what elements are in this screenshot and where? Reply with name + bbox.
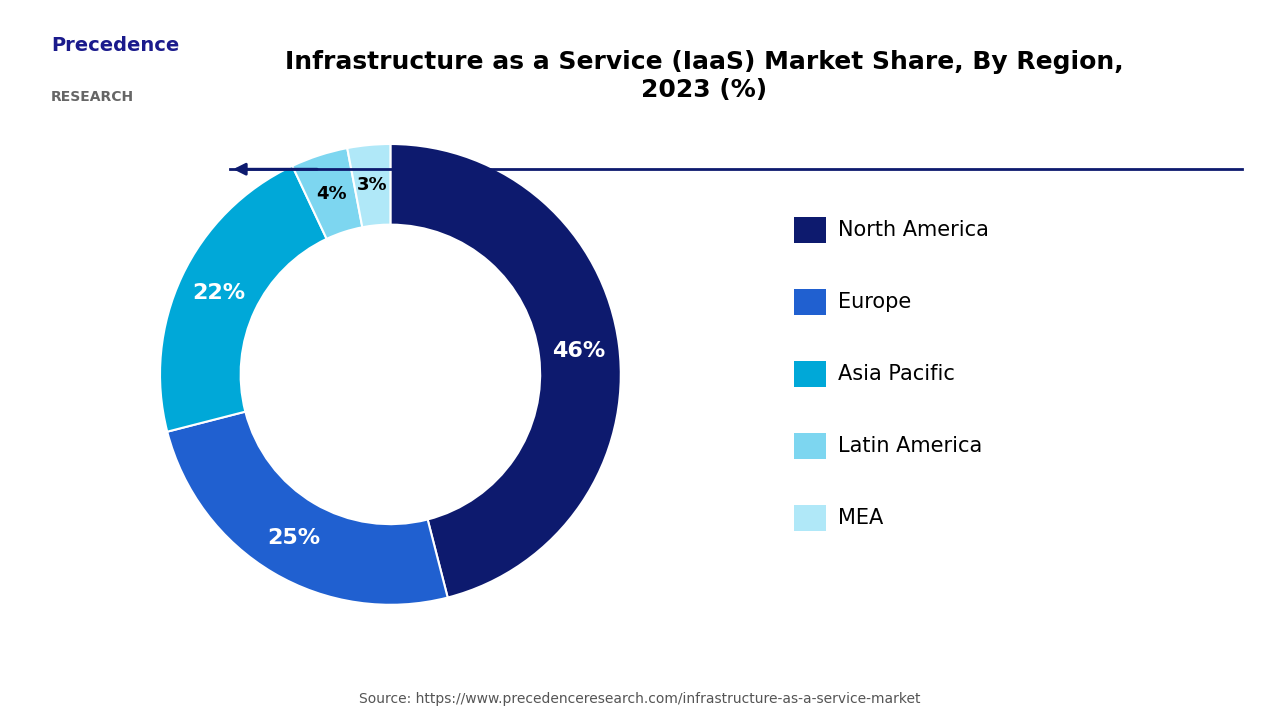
Text: Asia Pacific: Asia Pacific	[838, 364, 955, 384]
Wedge shape	[347, 144, 390, 228]
Wedge shape	[390, 144, 621, 598]
Wedge shape	[292, 148, 362, 239]
Text: North America: North America	[838, 220, 989, 240]
Text: 3%: 3%	[357, 176, 388, 194]
Text: Europe: Europe	[838, 292, 911, 312]
Text: Infrastructure as a Service (IaaS) Market Share, By Region,
2023 (%): Infrastructure as a Service (IaaS) Marke…	[284, 50, 1124, 102]
Text: Precedence: Precedence	[51, 36, 179, 55]
Text: 4%: 4%	[316, 184, 347, 202]
Text: Latin America: Latin America	[838, 436, 983, 456]
Text: 46%: 46%	[553, 341, 605, 361]
Text: 22%: 22%	[192, 284, 244, 303]
Text: 25%: 25%	[268, 528, 320, 548]
Wedge shape	[168, 412, 448, 605]
Text: Source: https://www.precedenceresearch.com/infrastructure-as-a-service-market: Source: https://www.precedenceresearch.c…	[360, 692, 920, 706]
Text: RESEARCH: RESEARCH	[51, 90, 134, 104]
Wedge shape	[160, 166, 326, 432]
Text: MEA: MEA	[838, 508, 883, 528]
